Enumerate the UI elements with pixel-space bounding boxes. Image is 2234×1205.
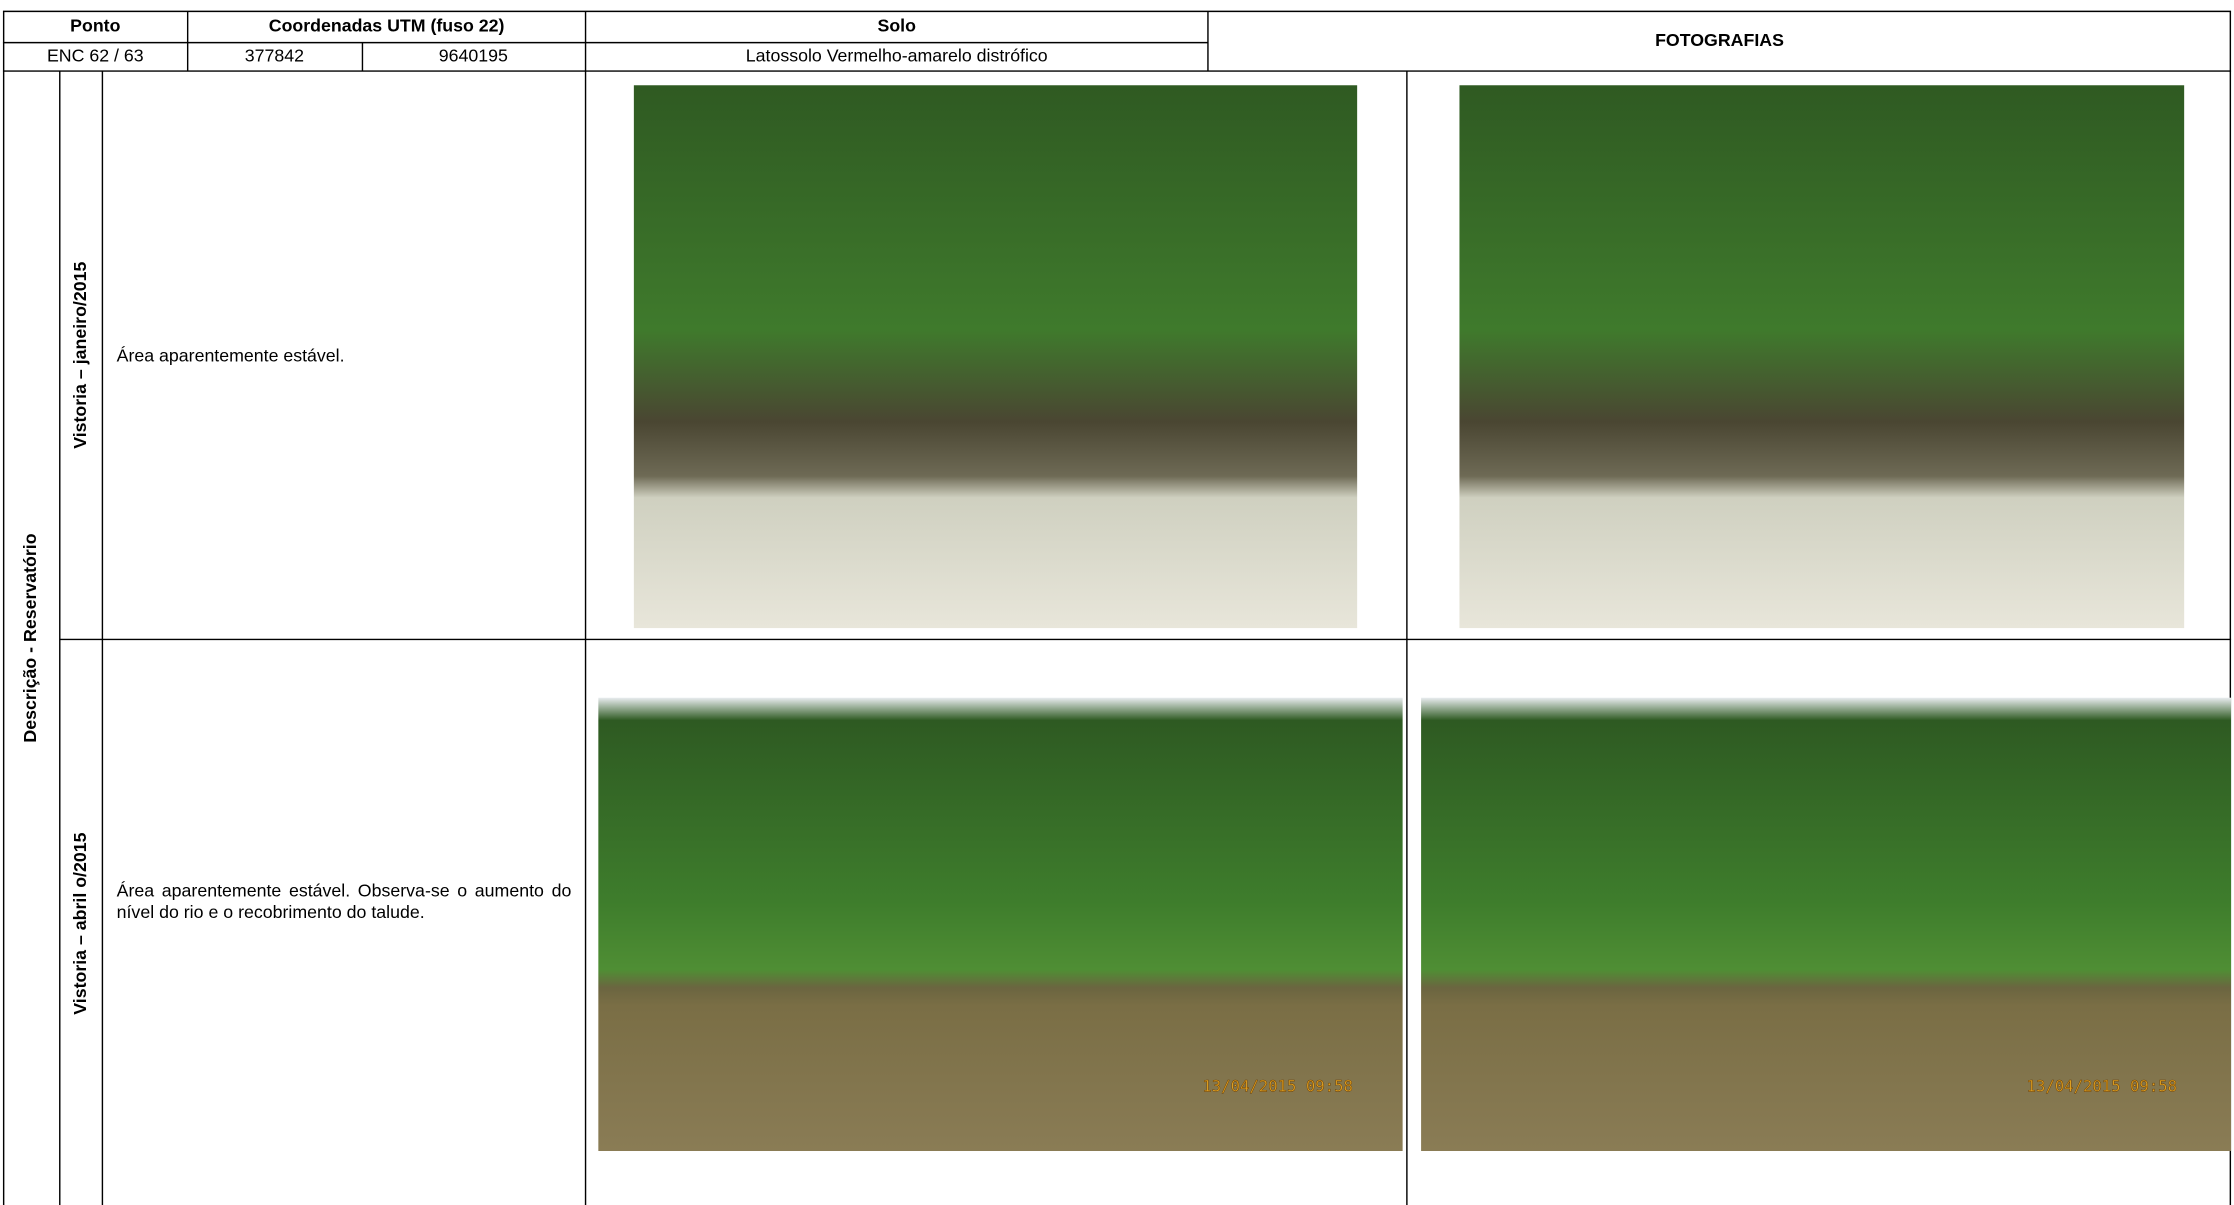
visit-description: Área aparentemente estável. Observa-se o… [116, 881, 572, 923]
photo [598, 697, 1403, 1152]
photo-timestamp: 13/04/2015 09:58 [2027, 1077, 2178, 1096]
header-ponto: Ponto [70, 16, 120, 36]
solo-value: Latossolo Vermelho-amarelo distrófico [746, 46, 1048, 66]
visit-label: Vistoria – abril o/2015 [70, 832, 90, 1014]
header-solo: Solo [878, 16, 917, 36]
utm-n: 9640195 [439, 46, 508, 66]
section-label: Descrição - Reservatório [20, 533, 40, 742]
visit-description-box: Área aparentemente estável. Observa-se o… [116, 881, 572, 923]
visit-label: Vistoria – janeiro/2015 [70, 262, 90, 449]
photo [1421, 697, 2232, 1152]
ponto-value: ENC 62 / 63 [47, 46, 144, 66]
visit-description: Área aparentemente estável. [117, 345, 345, 365]
photo [1459, 85, 2185, 629]
header-coordenadas: Coordenadas UTM (fuso 22) [269, 16, 505, 36]
photo-timestamp: 13/04/2015 09:58 [1202, 1077, 1353, 1096]
photo [633, 85, 1358, 629]
utm-e: 377842 [245, 46, 304, 66]
header-fotografias: FOTOGRAFIAS [1655, 30, 1784, 50]
